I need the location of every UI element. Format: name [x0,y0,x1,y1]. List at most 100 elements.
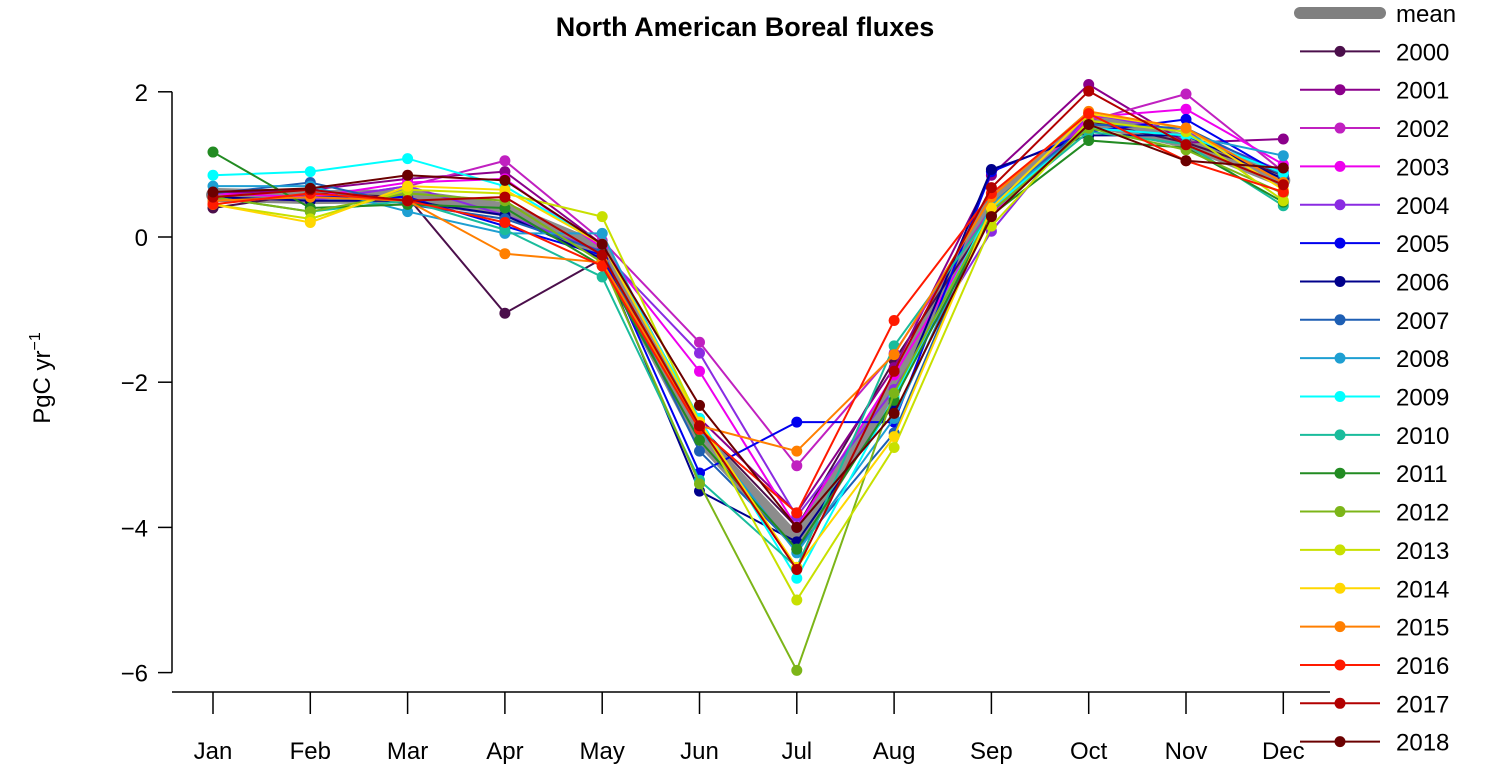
data-point-2017 [694,420,705,432]
legend-swatch-point [1334,352,1346,364]
data-point-2018 [888,407,900,419]
series-line-2017 [212,89,1284,572]
data-point-2011 [694,434,705,446]
data-point-2013 [791,594,803,606]
legend-label: 2016 [1396,653,1449,680]
x-tick-label: Jan [194,738,233,765]
legend-swatch-point [1334,84,1346,96]
y-tick-label: 0 [135,225,148,252]
legend-item-mean: mean [1294,1,1456,28]
legend-swatch-point [1334,697,1346,709]
legend-swatch-point [1334,160,1346,172]
y-axis-label: PgC yr−1 [27,332,56,424]
legend-item-2005: 2005 [1300,231,1449,258]
data-point-2013 [888,442,900,454]
data-point-2015 [1180,122,1192,134]
axes: 2 0 −2 −4 −6 Jan Feb Mar Apr May Jun Jul Aug Sep Oct No… [121,80,1330,765]
data-point-2018 [694,399,705,411]
legend-swatch-point [1334,275,1346,287]
y-axis-label-main: PgC yr [29,350,56,423]
data-point-2017 [1180,139,1192,151]
chart-title: North American Boreal fluxes [556,12,935,42]
legend: mean 2000 2001 2002 2003 2004 2005 2006 2007 2008… [1294,1,1456,757]
data-point-2013 [596,211,608,223]
y-axis-label-exponent: −1 [27,332,44,350]
legend-label: 2015 [1396,615,1449,642]
series-line-2013 [212,119,1284,602]
legend-swatch-point [1334,314,1346,326]
y-tick-label: −6 [121,661,148,688]
data-point-2018 [499,174,511,186]
data-point-2018 [1277,162,1289,174]
data-point-2018 [304,182,316,194]
legend-swatch-point [1334,582,1346,594]
legend-item-2006: 2006 [1300,269,1449,296]
data-point-2017 [888,365,900,377]
data-point-2008 [1277,150,1289,162]
data-point-2009 [791,572,803,584]
series-2004 [207,108,1289,523]
series-2005 [207,113,1289,479]
data-point-2017 [1083,85,1095,97]
data-point-2006 [985,163,997,175]
legend-swatch-point [1334,122,1346,134]
legend-swatch-point [1334,506,1346,518]
data-point-2017 [402,195,414,207]
series-line-2012 [212,127,1284,673]
legend-swatch-point [1334,544,1346,556]
data-point-2005 [1180,113,1192,125]
series-line-2010 [212,130,1284,569]
data-point-2016 [499,216,511,228]
legend-item-2016: 2016 [1300,653,1449,680]
x-tick-label: Sep [970,738,1013,765]
legend-item-2010: 2010 [1300,423,1449,450]
data-point-2012 [791,664,803,676]
y-tick-label: 2 [135,80,148,107]
legend-item-2017: 2017 [1300,691,1449,718]
data-point-2017 [499,191,511,203]
x-tick-label: Dec [1262,738,1305,765]
data-point-2018 [1083,118,1095,130]
legend-item-2015: 2015 [1300,615,1449,642]
data-point-2014 [402,180,414,192]
legend-label: 2012 [1396,500,1449,527]
legend-swatch-point [1334,429,1346,441]
legend-label: 2006 [1396,269,1449,296]
legend-label: 2008 [1396,346,1449,373]
legend-item-2012: 2012 [1300,500,1449,527]
series-line-2002 [212,92,1284,468]
data-point-2005 [791,416,803,428]
data-point-2000 [499,307,511,319]
legend-swatch-point [1334,621,1346,633]
data-point-2009 [207,169,219,181]
data-point-2011 [207,146,219,158]
series-2018 [207,118,1289,533]
y-tick-label: −2 [121,370,148,397]
x-tick-label: Feb [290,738,331,765]
legend-label: 2014 [1396,576,1449,603]
legend-label: 2017 [1396,691,1449,718]
x-tick-label: Aug [873,738,916,765]
legend-label: 2002 [1396,116,1449,143]
legend-item-2001: 2001 [1300,78,1449,105]
data-point-2015 [791,445,803,457]
legend-label: mean [1396,1,1456,28]
series-2014 [207,108,1289,573]
series-line-2018 [212,123,1284,529]
x-tick-label: Oct [1070,738,1108,765]
data-point-2015 [888,349,900,361]
data-point-2012 [888,387,900,399]
legend-item-2002: 2002 [1300,116,1449,143]
y-tick-label: −4 [121,515,148,542]
data-point-2002 [694,336,705,348]
x-tick-label: Apr [486,738,523,765]
legend-swatch-point [1334,467,1346,479]
legend-item-2009: 2009 [1300,385,1449,412]
data-point-2016 [596,260,608,272]
legend-item-2011: 2011 [1300,461,1448,488]
data-point-2002 [1180,88,1192,100]
series-layer [206,79,1291,676]
data-point-2002 [791,460,803,472]
